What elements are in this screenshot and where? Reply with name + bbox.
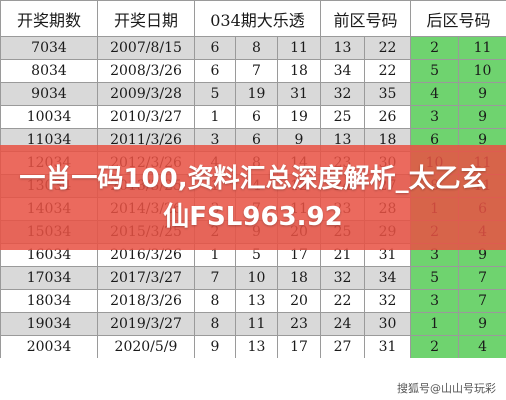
table-row: 17034 2017/3/27 7 10 18 32 34 5 7 bbox=[0, 266, 506, 290]
period-cell: 20034 bbox=[0, 335, 98, 359]
footer: 搜狐号@山山号玩彩 bbox=[0, 358, 506, 400]
date-cell: 2018/3/26 bbox=[97, 289, 195, 313]
back-number-cell: 4 bbox=[458, 335, 506, 359]
period-cell: 7034 bbox=[0, 36, 98, 60]
date-cell: 2017/3/27 bbox=[97, 266, 195, 290]
front-number-cell: 24 bbox=[320, 312, 366, 336]
back-number-cell: 1 bbox=[410, 312, 460, 336]
back-number-cell: 9 bbox=[458, 82, 506, 106]
back-number-cell: 2 bbox=[410, 36, 460, 60]
front-number-cell: 23 bbox=[276, 312, 322, 336]
back-number-cell: 7 bbox=[458, 266, 506, 290]
back-number-cell: 10 bbox=[458, 59, 506, 83]
front-number-cell: 13 bbox=[235, 289, 278, 313]
back-number-cell: 9 bbox=[458, 105, 506, 129]
front-number-cell: 34 bbox=[364, 266, 412, 290]
front-number-cell: 6 bbox=[235, 105, 278, 129]
date-cell: 2010/3/27 bbox=[97, 105, 195, 129]
watermark: 搜狐号@山山号玩彩 bbox=[397, 382, 496, 395]
front-number-cell: 20 bbox=[276, 289, 322, 313]
table-row: 10034 2010/3/27 1 6 19 25 26 3 9 bbox=[0, 105, 506, 129]
front-number-cell: 9 bbox=[194, 335, 236, 359]
front-number-cell: 18 bbox=[276, 266, 322, 290]
date-cell: 2009/3/28 bbox=[97, 82, 195, 106]
banner-text: 一肖一码100,资料汇总深度解析_太乙玄仙FSL963.92 bbox=[19, 163, 487, 232]
table-row: 19034 2019/3/27 8 11 23 24 30 1 9 bbox=[0, 312, 506, 336]
front-number-cell: 30 bbox=[364, 312, 412, 336]
front-number-cell: 27 bbox=[320, 335, 366, 359]
front-number-cell: 32 bbox=[320, 82, 366, 106]
front-number-cell: 8 bbox=[194, 289, 236, 313]
date-cell: 2020/5/9 bbox=[97, 335, 195, 359]
back-number-cell: 5 bbox=[410, 266, 460, 290]
front-number-cell: 31 bbox=[364, 335, 412, 359]
header-period: 开奖期数 bbox=[0, 0, 98, 37]
front-number-cell: 17 bbox=[276, 335, 322, 359]
front-number-cell: 13 bbox=[320, 36, 366, 60]
header-date: 开奖日期 bbox=[97, 0, 195, 37]
front-number-cell: 19 bbox=[235, 82, 278, 106]
table-row: 8034 2008/3/26 6 7 18 34 22 5 10 bbox=[0, 59, 506, 83]
table-row: 18034 2018/3/26 8 13 20 22 32 3 7 bbox=[0, 289, 506, 313]
period-cell: 18034 bbox=[0, 289, 98, 313]
back-number-cell: 5 bbox=[410, 59, 460, 83]
front-number-cell: 34 bbox=[320, 59, 366, 83]
front-number-cell: 22 bbox=[364, 59, 412, 83]
table-row: 20034 2020/5/9 9 13 17 27 31 2 4 bbox=[0, 335, 506, 359]
front-number-cell: 25 bbox=[320, 105, 366, 129]
period-cell: 17034 bbox=[0, 266, 98, 290]
front-number-cell: 13 bbox=[235, 335, 278, 359]
period-cell: 19034 bbox=[0, 312, 98, 336]
front-number-cell: 7 bbox=[194, 266, 236, 290]
date-cell: 2008/3/26 bbox=[97, 59, 195, 83]
header-row: 开奖期数 开奖日期 034期大乐透 前区号码 后区号码 bbox=[0, 0, 506, 37]
date-cell: 2019/3/27 bbox=[97, 312, 195, 336]
front-number-cell: 32 bbox=[364, 289, 412, 313]
front-number-cell: 10 bbox=[235, 266, 278, 290]
front-number-cell: 22 bbox=[320, 289, 366, 313]
period-cell: 9034 bbox=[0, 82, 98, 106]
back-number-cell: 3 bbox=[410, 105, 460, 129]
front-number-cell: 18 bbox=[276, 59, 322, 83]
front-number-cell: 11 bbox=[276, 36, 322, 60]
back-number-cell: 7 bbox=[458, 289, 506, 313]
front-number-cell: 8 bbox=[235, 36, 278, 60]
header-back: 后区号码 bbox=[410, 0, 506, 37]
table-row: 9034 2009/3/28 5 19 31 32 35 4 9 bbox=[0, 82, 506, 106]
period-cell: 10034 bbox=[0, 105, 98, 129]
back-number-cell: 4 bbox=[410, 82, 460, 106]
front-number-cell: 6 bbox=[194, 59, 236, 83]
header-front: 前区号码 bbox=[320, 0, 412, 37]
back-number-cell: 11 bbox=[458, 36, 506, 60]
date-cell: 2007/8/15 bbox=[97, 36, 195, 60]
overlay-banner: 一肖一码100,资料汇总深度解析_太乙玄仙FSL963.92 bbox=[0, 145, 506, 250]
back-number-cell: 9 bbox=[458, 312, 506, 336]
front-number-cell: 6 bbox=[194, 36, 236, 60]
front-number-cell: 5 bbox=[194, 82, 236, 106]
back-number-cell: 2 bbox=[410, 335, 460, 359]
period-cell: 8034 bbox=[0, 59, 98, 83]
front-number-cell: 26 bbox=[364, 105, 412, 129]
front-number-cell: 32 bbox=[320, 266, 366, 290]
front-number-cell: 22 bbox=[364, 36, 412, 60]
front-number-cell: 1 bbox=[194, 105, 236, 129]
front-number-cell: 7 bbox=[235, 59, 278, 83]
table-row: 7034 2007/8/15 6 8 11 13 22 2 11 bbox=[0, 36, 506, 60]
front-number-cell: 19 bbox=[276, 105, 322, 129]
front-number-cell: 8 bbox=[194, 312, 236, 336]
front-number-cell: 31 bbox=[276, 82, 322, 106]
front-number-cell: 11 bbox=[235, 312, 278, 336]
back-number-cell: 3 bbox=[410, 289, 460, 313]
header-draw: 034期大乐透 bbox=[193, 0, 322, 37]
front-number-cell: 35 bbox=[364, 82, 412, 106]
